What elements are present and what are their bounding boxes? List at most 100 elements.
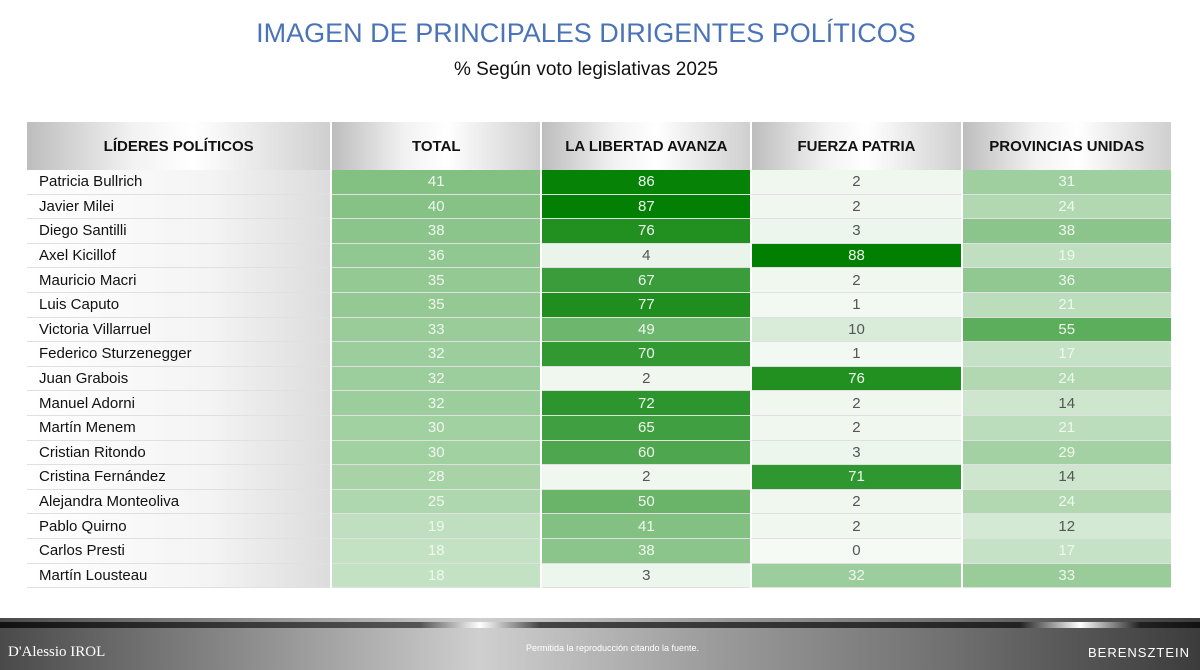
header-fuerza-patria: FUERZA PATRIA <box>751 122 963 170</box>
table-row: Alejandra Monteoliva 25 50 2 24 <box>27 489 1173 515</box>
cell-lla: 3 <box>541 563 753 589</box>
table-row: Cristina Fernández 28 2 71 14 <box>27 464 1173 490</box>
leader-name: Martín Menem <box>27 415 333 441</box>
cell-fuerza-patria: 2 <box>751 390 963 416</box>
cell-fuerza-patria: 2 <box>751 489 963 515</box>
leader-name: Mauricio Macri <box>27 267 333 293</box>
table-row: Luis Caputo 35 77 1 21 <box>27 292 1173 318</box>
leader-name: Carlos Presti <box>27 538 333 564</box>
cell-lla: 2 <box>541 464 753 490</box>
table-body: Patricia Bullrich 41 86 2 31 Javier Milei 40 87… <box>27 170 1173 589</box>
cell-lla: 49 <box>541 317 753 343</box>
cell-provincias-unidas: 38 <box>961 218 1173 244</box>
cell-provincias-unidas: 24 <box>961 489 1173 515</box>
cell-total: 28 <box>331 464 543 490</box>
cell-provincias-unidas: 21 <box>961 292 1173 318</box>
cell-total: 32 <box>331 390 543 416</box>
cell-total: 32 <box>331 366 543 392</box>
leader-name: Diego Santilli <box>27 218 333 244</box>
cell-fuerza-patria: 1 <box>751 292 963 318</box>
leader-name: Patricia Bullrich <box>27 170 333 195</box>
cell-fuerza-patria: 2 <box>751 513 963 539</box>
leader-name: Axel Kicillof <box>27 243 333 269</box>
leader-name: Cristina Fernández <box>27 464 333 490</box>
leader-name: Javier Milei <box>27 194 333 220</box>
table-row: Patricia Bullrich 41 86 2 31 <box>27 170 1173 195</box>
table-header-row: LÍDERES POLÍTICOS TOTAL LA LIBERTAD AVAN… <box>27 122 1173 170</box>
leader-name: Victoria Villarruel <box>27 317 333 343</box>
cell-fuerza-patria: 10 <box>751 317 963 343</box>
table-row: Martín Menem 30 65 2 21 <box>27 415 1173 441</box>
leaders-table: LÍDERES POLÍTICOS TOTAL LA LIBERTAD AVAN… <box>27 122 1173 589</box>
cell-total: 38 <box>331 218 543 244</box>
cell-lla: 65 <box>541 415 753 441</box>
cell-total: 25 <box>331 489 543 515</box>
leader-name: Cristian Ritondo <box>27 440 333 466</box>
cell-provincias-unidas: 21 <box>961 415 1173 441</box>
cell-lla: 86 <box>541 170 753 195</box>
cell-fuerza-patria: 2 <box>751 170 963 195</box>
cell-provincias-unidas: 19 <box>961 243 1173 269</box>
berensztein-logo: BERENSZTEIN <box>1087 645 1190 660</box>
cell-provincias-unidas: 29 <box>961 440 1173 466</box>
cell-lla: 60 <box>541 440 753 466</box>
leader-name: Federico Sturzenegger <box>27 341 333 367</box>
cell-total: 35 <box>331 292 543 318</box>
cell-total: 41 <box>331 170 543 195</box>
cell-total: 30 <box>331 415 543 441</box>
footer-divider <box>0 622 1200 628</box>
cell-provincias-unidas: 31 <box>961 170 1173 195</box>
cell-total: 35 <box>331 267 543 293</box>
dalessio-logo: D'Alessio IROL <box>8 644 106 660</box>
leader-name: Luis Caputo <box>27 292 333 318</box>
cell-provincias-unidas: 24 <box>961 194 1173 220</box>
table-row: Federico Sturzenegger 32 70 1 17 <box>27 341 1173 367</box>
table-row: Axel Kicillof 36 4 88 19 <box>27 243 1173 269</box>
cell-fuerza-patria: 2 <box>751 415 963 441</box>
cell-total: 18 <box>331 538 543 564</box>
cell-fuerza-patria: 2 <box>751 194 963 220</box>
table-row: Diego Santilli 38 76 3 38 <box>27 218 1173 244</box>
table-row: Pablo Quirno 19 41 2 12 <box>27 513 1173 539</box>
cell-fuerza-patria: 76 <box>751 366 963 392</box>
page-title: IMAGEN DE PRINCIPALES DIRIGENTES POLÍTIC… <box>256 18 916 48</box>
cell-fuerza-patria: 0 <box>751 538 963 564</box>
cell-lla: 50 <box>541 489 753 515</box>
cell-provincias-unidas: 33 <box>961 563 1173 589</box>
cell-fuerza-patria: 1 <box>751 341 963 367</box>
cell-lla: 76 <box>541 218 753 244</box>
header-total: TOTAL <box>331 122 543 170</box>
cell-fuerza-patria: 2 <box>751 267 963 293</box>
cell-lla: 77 <box>541 292 753 318</box>
table-row: Mauricio Macri 35 67 2 36 <box>27 267 1173 293</box>
cell-total: 40 <box>331 194 543 220</box>
cell-total: 32 <box>331 341 543 367</box>
page-subtitle: % Según voto legislativas 2025 <box>453 59 719 80</box>
cell-lla: 4 <box>541 243 753 269</box>
leader-name: Pablo Quirno <box>27 513 333 539</box>
cell-lla: 38 <box>541 538 753 564</box>
cell-provincias-unidas: 24 <box>961 366 1173 392</box>
cell-lla: 41 <box>541 513 753 539</box>
table-row: Carlos Presti 18 38 0 17 <box>27 538 1173 564</box>
cell-lla: 70 <box>541 341 753 367</box>
cell-fuerza-patria: 32 <box>751 563 963 589</box>
table-row: Victoria Villarruel 33 49 10 55 <box>27 317 1173 343</box>
cell-fuerza-patria: 3 <box>751 440 963 466</box>
cell-total: 36 <box>331 243 543 269</box>
leader-name: Martín Lousteau <box>27 563 333 589</box>
leader-name: Manuel Adorni <box>27 390 333 416</box>
header-leaders: LÍDERES POLÍTICOS <box>27 122 333 170</box>
cell-provincias-unidas: 14 <box>961 464 1173 490</box>
table-row: Juan Grabois 32 2 76 24 <box>27 366 1173 392</box>
cell-total: 18 <box>331 563 543 589</box>
cell-provincias-unidas: 17 <box>961 538 1173 564</box>
cell-provincias-unidas: 14 <box>961 390 1173 416</box>
footer-note: Permitida la reproducción citando la fue… <box>525 643 700 653</box>
cell-provincias-unidas: 36 <box>961 267 1173 293</box>
table-row: Manuel Adorni 32 72 2 14 <box>27 390 1173 416</box>
table-row: Martín Lousteau 18 3 32 33 <box>27 563 1173 589</box>
cell-lla: 67 <box>541 267 753 293</box>
cell-fuerza-patria: 71 <box>751 464 963 490</box>
cell-provincias-unidas: 17 <box>961 341 1173 367</box>
